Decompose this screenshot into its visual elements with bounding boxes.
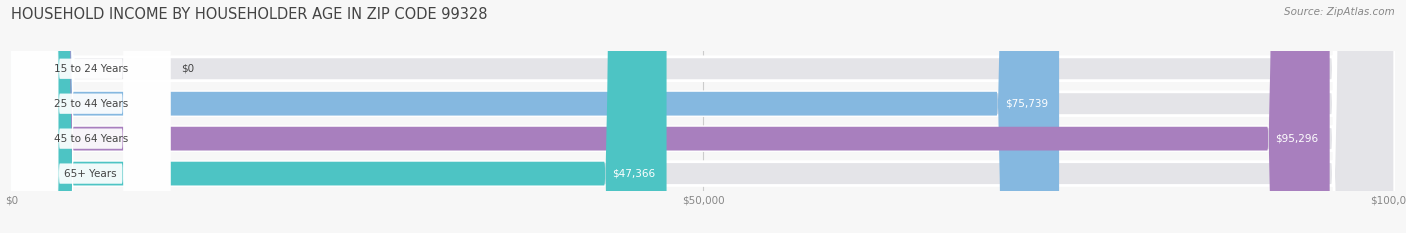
Text: HOUSEHOLD INCOME BY HOUSEHOLDER AGE IN ZIP CODE 99328: HOUSEHOLD INCOME BY HOUSEHOLDER AGE IN Z…: [11, 7, 488, 22]
Text: Source: ZipAtlas.com: Source: ZipAtlas.com: [1284, 7, 1395, 17]
Text: $0: $0: [181, 64, 194, 74]
FancyBboxPatch shape: [11, 0, 1395, 233]
FancyBboxPatch shape: [11, 0, 1395, 233]
Text: $95,296: $95,296: [1275, 134, 1319, 144]
Text: $47,366: $47,366: [613, 169, 655, 178]
FancyBboxPatch shape: [11, 0, 1395, 233]
Text: 15 to 24 Years: 15 to 24 Years: [53, 64, 128, 74]
Text: 65+ Years: 65+ Years: [65, 169, 117, 178]
FancyBboxPatch shape: [11, 0, 170, 233]
FancyBboxPatch shape: [11, 0, 1059, 233]
FancyBboxPatch shape: [11, 0, 170, 233]
Text: 25 to 44 Years: 25 to 44 Years: [53, 99, 128, 109]
FancyBboxPatch shape: [11, 0, 1395, 233]
FancyBboxPatch shape: [11, 0, 170, 233]
FancyBboxPatch shape: [11, 0, 170, 233]
FancyBboxPatch shape: [11, 0, 666, 233]
FancyBboxPatch shape: [11, 0, 1330, 233]
Text: 45 to 64 Years: 45 to 64 Years: [53, 134, 128, 144]
Text: $75,739: $75,739: [1005, 99, 1047, 109]
